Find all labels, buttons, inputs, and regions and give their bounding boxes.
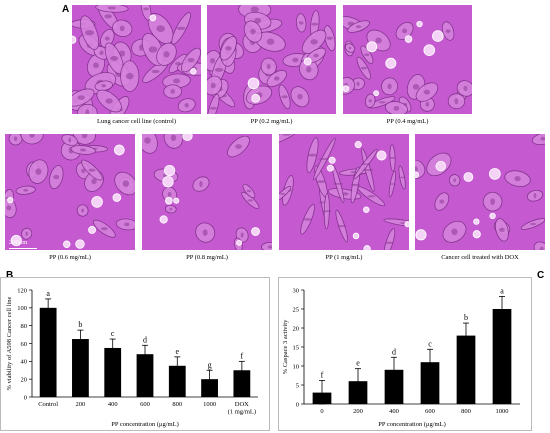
y-tick-label: 100 — [17, 305, 27, 312]
micrograph-caption: PP (0.8 mg/mL) — [186, 254, 228, 261]
micrograph-pp-0-8 — [142, 134, 272, 250]
bar — [104, 347, 122, 397]
panel-label-a: A — [62, 4, 70, 15]
significance-letter: e — [176, 347, 180, 356]
micrograph-pp-0-6 — [5, 134, 135, 250]
micrograph-caption: PP (1 mg/mL) — [325, 254, 363, 261]
bar — [456, 335, 476, 404]
y-tick-label: 0 — [296, 401, 299, 408]
y-tick-label: 5 — [296, 382, 299, 389]
bar — [384, 369, 404, 404]
micrograph-pp-0-4 — [343, 5, 472, 114]
y-tick-label: 20 — [21, 376, 28, 383]
x-tick-label: 400 — [389, 408, 399, 415]
y-tick-label: 20 — [293, 325, 300, 332]
x-tick-label: Control — [38, 401, 58, 408]
y-tick-label: 0 — [24, 394, 27, 401]
x-tick-label: 600 — [425, 408, 435, 415]
y-tick-label: 40 — [21, 359, 28, 366]
micrograph-caption: PP (0.6 mg/mL) — [49, 254, 91, 261]
chart-b: 0 20 40 60 80 100 120 a Control b 200 c 400 d 600 e 800 g… — [6, 287, 258, 428]
micrograph-dox — [415, 134, 545, 250]
scale-bar-label: 200μm — [9, 239, 28, 246]
significance-letter: d — [143, 335, 147, 344]
bar — [72, 339, 89, 397]
bar — [420, 362, 440, 404]
significance-letter: f — [241, 351, 244, 360]
y-tick-label: 10 — [293, 363, 300, 370]
y-tick-label: 30 — [293, 287, 300, 294]
panel-label-b: B — [6, 270, 14, 281]
bar — [492, 309, 512, 404]
scale-bar — [9, 248, 37, 249]
x-axis-title: PP concentration (μg/mL) — [378, 421, 446, 428]
significance-letter: a — [500, 286, 504, 295]
bar — [168, 365, 186, 397]
x-tick-label: 200 — [76, 401, 86, 408]
micrograph-caption: Cancer cell treated with DOX — [441, 254, 519, 261]
significance-letter: e — [356, 359, 360, 368]
bar — [136, 354, 154, 397]
x-tick-label: 0 — [320, 408, 323, 415]
y-tick-label: 80 — [21, 323, 28, 330]
y-tick-label: 120 — [17, 287, 27, 294]
micrograph-caption: PP (0.4 mg/mL) — [386, 118, 429, 125]
micrograph-caption: PP (0.2 mg/mL) — [250, 118, 293, 125]
x-tick-label: 800 — [172, 401, 182, 408]
x-axis-title: PP concentration (μg/mL) — [111, 421, 179, 428]
x-tick-label: (1 mg/mL) — [228, 409, 256, 416]
significance-letter: c — [111, 329, 115, 338]
y-tick-label: 25 — [293, 306, 300, 313]
micrograph-pp-1 — [279, 134, 409, 250]
x-tick-label: 400 — [108, 401, 118, 408]
bar — [233, 370, 251, 397]
chart-c-frame — [278, 277, 532, 431]
chart-c: 0 5 10 15 20 25 30 f 0 e 200 d 400 c 600 b 800 a 1000 PP co… — [282, 286, 520, 428]
significance-letter: a — [46, 289, 50, 298]
panel-label-c: C — [537, 270, 545, 281]
significance-letter: b — [464, 313, 468, 322]
x-tick-label: 1000 — [203, 401, 216, 408]
y-axis-title: % Caspace 3 activity — [282, 319, 289, 374]
y-axis-title: % viability of A598 Cancer cell line — [6, 296, 13, 390]
x-tick-label: 1000 — [496, 408, 509, 415]
significance-letter: d — [392, 347, 396, 356]
x-tick-label: DOX — [235, 401, 249, 408]
x-tick-label: 800 — [461, 408, 471, 415]
significance-letter: f — [321, 370, 324, 379]
significance-letter: c — [428, 339, 432, 348]
micrograph-caption: Lung cancer cell line (control) — [96, 118, 177, 125]
micrograph-pp-0-2 — [207, 5, 336, 114]
significance-letter: b — [78, 320, 82, 329]
micrograph-control — [72, 5, 201, 114]
y-tick-label: 60 — [21, 341, 28, 348]
x-tick-label: 200 — [353, 408, 363, 415]
significance-letter: g — [208, 360, 212, 369]
x-tick-label: 600 — [140, 401, 150, 408]
y-tick-label: 15 — [293, 344, 300, 351]
bar — [39, 307, 57, 397]
